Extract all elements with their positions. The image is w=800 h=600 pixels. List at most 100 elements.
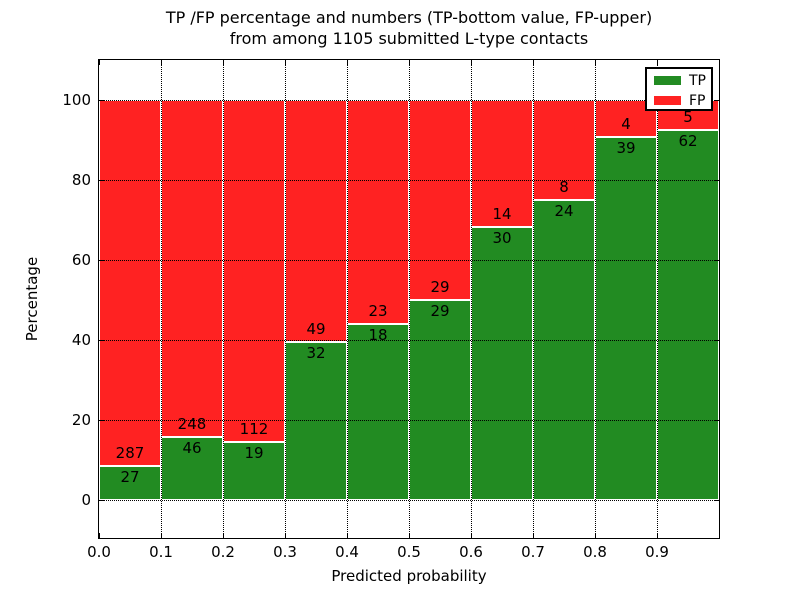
tp-count-label: 29 — [430, 302, 450, 320]
y-tick-mark-right — [714, 180, 719, 181]
bar-segment-fp — [99, 100, 161, 466]
fp-count-label: 14 — [492, 205, 512, 224]
y-tick-mark-right — [714, 420, 719, 421]
tp-count-label: 46 — [182, 439, 202, 458]
fp-count-label: 4 — [621, 115, 631, 134]
horizontal-gridline — [99, 260, 719, 261]
tp-count-label: 24 — [554, 202, 574, 220]
tp-count-label: 30 — [492, 229, 512, 248]
fp-count-label: 112 — [239, 419, 269, 438]
chart-title-line2: from among 1105 submitted L-type contact… — [229, 29, 589, 48]
vertical-gridline — [285, 60, 286, 538]
horizontal-gridline — [99, 100, 719, 101]
x-tick-mark — [657, 533, 658, 538]
legend-label-tp: TP — [689, 72, 706, 89]
plot-area: TP FP 0.0 0.1 0.2 0.3 0.4 0.5 0.6 0.7 0.8 0.9 0 20 40… — [62, 59, 720, 560]
y-tick-mark-right — [714, 340, 719, 341]
y-tick-label: 60 — [71, 251, 91, 269]
bar-segment-tp — [471, 227, 533, 500]
legend-swatch-fp — [654, 96, 681, 105]
legend: TP FP — [645, 67, 713, 111]
fp-count-label: 23 — [368, 302, 388, 321]
bar-segment-tp — [533, 200, 595, 500]
y-tick-label: 40 — [71, 331, 91, 349]
fp-count-label: 248 — [177, 415, 207, 434]
y-tick-mark — [99, 260, 104, 261]
tp-count-label: 27 — [120, 467, 140, 486]
bar-segment-fp — [161, 100, 223, 438]
y-tick-mark — [99, 340, 104, 341]
y-tick-label: 80 — [71, 171, 91, 189]
x-tick-mark — [99, 533, 100, 538]
vertical-gridline — [471, 60, 472, 538]
tp-count-label: 18 — [368, 326, 388, 345]
y-tick-mark — [99, 180, 104, 181]
vertical-gridline — [161, 60, 162, 538]
x-tick-label: 0.3 — [273, 543, 297, 561]
horizontal-gridline — [99, 500, 719, 501]
x-tick-mark — [285, 533, 286, 538]
x-tick-label: 0.9 — [645, 543, 669, 561]
bar-segment-tp — [347, 324, 409, 500]
bar-segment-fp — [347, 100, 409, 325]
x-tick-mark-top — [595, 60, 596, 65]
x-tick-mark — [347, 533, 348, 538]
y-tick-mark — [99, 500, 104, 501]
fp-count-label: 49 — [306, 319, 326, 338]
legend-entry-tp: TP — [654, 72, 711, 89]
x-tick-mark-top — [285, 60, 286, 65]
y-tick-mark-right — [714, 260, 719, 261]
bar-segment-fp — [223, 100, 285, 442]
x-tick-mark — [595, 533, 596, 538]
x-tick-mark — [223, 533, 224, 538]
y-tick-label: 100 — [62, 91, 91, 109]
x-tick-mark-top — [99, 60, 100, 65]
x-tick-mark-top — [533, 60, 534, 65]
bar-segment-fp — [409, 100, 471, 300]
x-tick-mark — [409, 533, 410, 538]
vertical-gridline — [347, 60, 348, 538]
fp-count-label: 8 — [559, 178, 569, 196]
legend-swatch-tp — [654, 76, 681, 85]
legend-entry-fp: FP — [654, 92, 711, 109]
x-tick-label: 0.4 — [335, 543, 359, 561]
tp-count-label: 62 — [678, 131, 698, 150]
bar-segment-tp — [409, 300, 471, 500]
chart-title: TP /FP percentage and numbers (TP-bottom… — [98, 7, 720, 49]
y-tick-mark — [99, 420, 104, 421]
x-tick-label: 0.6 — [459, 543, 483, 561]
vertical-gridline — [409, 60, 410, 538]
bar-segment-tp — [161, 437, 223, 500]
x-tick-mark — [471, 533, 472, 538]
x-tick-mark-top — [347, 60, 348, 65]
y-tick-label: 0 — [81, 491, 91, 509]
vertical-gridline — [657, 60, 658, 538]
x-tick-label: 0.1 — [149, 543, 173, 561]
x-tick-mark-top — [223, 60, 224, 65]
x-tick-label: 0.7 — [521, 543, 545, 561]
x-tick-label: 0.8 — [583, 543, 607, 561]
x-tick-label: 0.0 — [87, 543, 111, 561]
tp-count-label: 39 — [616, 139, 636, 158]
y-tick-mark — [99, 100, 104, 101]
y-tick-label: 20 — [71, 411, 91, 429]
horizontal-gridline — [99, 180, 719, 181]
tp-count-label: 19 — [244, 443, 264, 462]
x-tick-mark-top — [657, 60, 658, 65]
x-tick-mark-top — [161, 60, 162, 65]
vertical-gridline — [533, 60, 534, 538]
horizontal-gridline — [99, 340, 719, 341]
bar-segment-tp — [595, 137, 657, 500]
y-tick-mark-right — [714, 100, 719, 101]
x-tick-mark — [533, 533, 534, 538]
bar-segment-fp — [285, 100, 347, 342]
y-axis-title: Percentage — [23, 256, 41, 342]
vertical-gridline — [595, 60, 596, 538]
horizontal-gridline — [99, 420, 719, 421]
chart-title-line1: TP /FP percentage and numbers (TP-bottom… — [165, 8, 653, 27]
bar-segment-tp — [99, 465, 161, 500]
fp-count-label: 5 — [683, 107, 693, 126]
x-axis-title: Predicted probability — [331, 567, 487, 585]
y-tick-mark-right — [714, 500, 719, 501]
